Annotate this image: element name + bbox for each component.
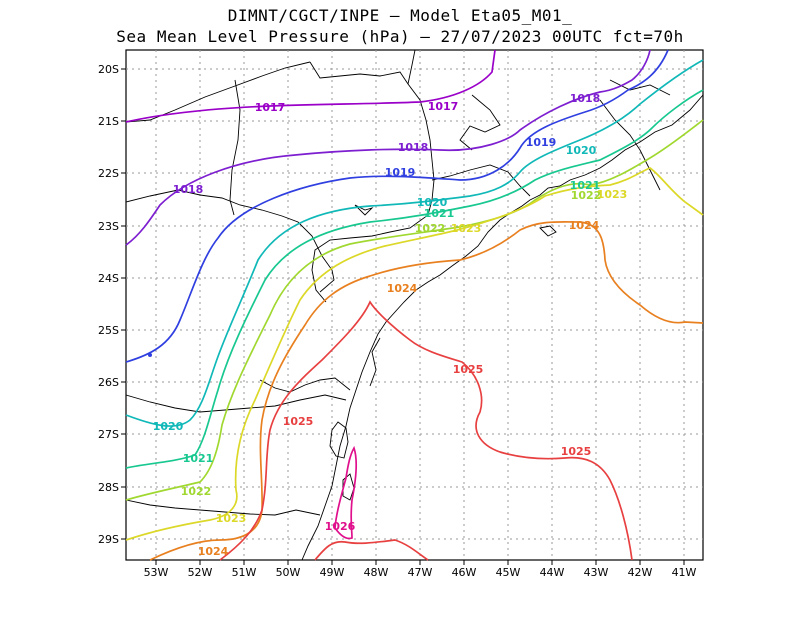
islands bbox=[329, 204, 557, 501]
lat-label: 28S bbox=[98, 481, 119, 494]
lat-label: 22S bbox=[98, 167, 119, 180]
lat-label: 21S bbox=[98, 115, 119, 128]
contour-label: 1017 bbox=[255, 101, 286, 114]
map-frame bbox=[125, 49, 704, 561]
contour-label: 1024 bbox=[198, 545, 229, 558]
lat-label: 29S bbox=[98, 533, 119, 546]
chart-title-line2: Sea Mean Level Pressure (hPa) – 27/07/20… bbox=[116, 27, 684, 46]
lon-label: 45W bbox=[496, 566, 521, 579]
coastline-borders bbox=[125, 49, 704, 561]
axis-ticks bbox=[121, 68, 685, 565]
contour-label: 1023 bbox=[216, 512, 247, 525]
contour-label: 1024 bbox=[387, 282, 418, 295]
contour-label: 1023 bbox=[451, 222, 482, 235]
lon-label: 52W bbox=[188, 566, 213, 579]
contour-label: 1022 bbox=[181, 485, 212, 498]
lon-label: 47W bbox=[408, 566, 433, 579]
contour-label: 1026 bbox=[325, 520, 356, 533]
lat-label: 25S bbox=[98, 324, 119, 337]
lat-label: 24S bbox=[98, 272, 119, 285]
contour-label: 1019 bbox=[526, 136, 557, 149]
contour-label: 1020 bbox=[153, 420, 184, 433]
contour-label: 1025 bbox=[561, 445, 592, 458]
contour-label: 1018 bbox=[570, 92, 601, 105]
contour-label: 1024 bbox=[569, 219, 600, 232]
contour-label: 1018 bbox=[398, 141, 429, 154]
lon-label: 50W bbox=[276, 566, 301, 579]
isobar-point bbox=[148, 353, 152, 357]
contour-label: 1025 bbox=[453, 363, 484, 376]
lon-label: 42W bbox=[628, 566, 653, 579]
lon-label: 43W bbox=[584, 566, 609, 579]
lon-label: 51W bbox=[232, 566, 257, 579]
contour-label: 1021 bbox=[570, 179, 601, 192]
contour-label: 1018 bbox=[173, 183, 204, 196]
contour-label: 1021 bbox=[183, 452, 214, 465]
contour-label: 1025 bbox=[283, 415, 314, 428]
lon-label: 53W bbox=[144, 566, 169, 579]
lat-label: 23S bbox=[98, 220, 119, 233]
lat-label: 27S bbox=[98, 428, 119, 441]
contour-label: 1020 bbox=[417, 196, 448, 209]
contour-label: 1022 bbox=[415, 222, 446, 235]
lat-label: 26S bbox=[98, 376, 119, 389]
lon-label: 44W bbox=[540, 566, 565, 579]
contour-label: 1022 bbox=[571, 189, 602, 202]
lon-label: 49W bbox=[320, 566, 345, 579]
lon-label: 46W bbox=[452, 566, 477, 579]
lon-label: 48W bbox=[364, 566, 389, 579]
contour-label: 1023 bbox=[597, 188, 628, 201]
chart-title-line1: DIMNT/CGCT/INPE – Model Eta05_M01_ bbox=[227, 6, 573, 25]
contour-label: 1021 bbox=[424, 207, 455, 220]
contour-label: 1020 bbox=[566, 144, 597, 157]
lon-label: 41W bbox=[672, 566, 697, 579]
contour-label: 1019 bbox=[385, 166, 416, 179]
graticule bbox=[126, 50, 703, 560]
isobars bbox=[125, 49, 704, 561]
lat-label: 20S bbox=[98, 63, 119, 76]
contour-label: 1017 bbox=[428, 100, 459, 113]
